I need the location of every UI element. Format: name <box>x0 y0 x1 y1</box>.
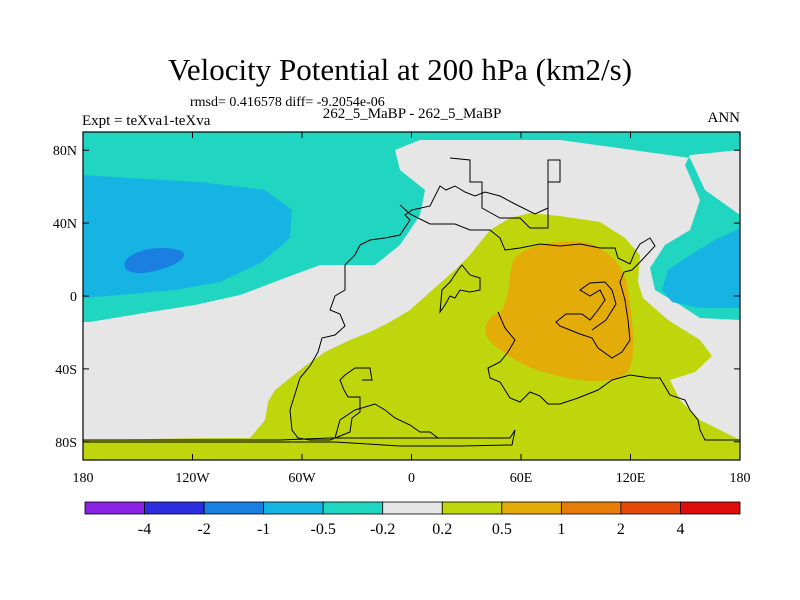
x-tick-label: 120E <box>616 471 646 486</box>
color-bar-level-label: -0.5 <box>311 521 336 538</box>
color-bar-level-label: 4 <box>676 521 684 538</box>
color-bar-bin <box>501 501 562 515</box>
coastline-africa-west <box>439 264 481 314</box>
coastline-africa-eurasia <box>399 204 656 359</box>
color-bar-level-label: -4 <box>138 521 151 538</box>
x-tick-label: 0 <box>408 471 415 486</box>
contour-region-neg-0.2 <box>83 132 740 322</box>
color-bar-level-label: 2 <box>617 521 625 538</box>
y-tick-label: 0 <box>70 290 77 305</box>
axes: 180 120W 60W 0 60E 120E 180 80N 40N 0 40S 80S <box>53 132 751 486</box>
coastlines <box>83 157 740 447</box>
experiment-label: Expt = teXva1-teXva <box>82 113 211 129</box>
coastline-antarctica <box>83 429 516 447</box>
color-bar-level-label: -1 <box>257 521 270 538</box>
color-bar-level-label: -2 <box>197 521 210 538</box>
stats-label: rmsd= 0.416578 diff= -9.2054e-06 <box>190 95 385 110</box>
color-bar-bin <box>560 501 622 515</box>
y-tick-label: 40S <box>55 363 77 378</box>
color-bar-bin <box>263 501 324 515</box>
season-label: ANN <box>707 110 741 126</box>
color-bar-level-label: 1 <box>557 521 565 538</box>
x-tick-label: 120W <box>175 471 210 486</box>
y-tick-label: 80S <box>55 436 77 451</box>
contour-region-neg-0.5-east <box>662 228 740 308</box>
color-bar-bin <box>144 501 205 515</box>
x-tick-label: 60W <box>288 471 316 486</box>
coastline-south-america <box>344 367 373 381</box>
contour-field <box>83 132 740 460</box>
color-bar-level-label: -0.2 <box>370 521 395 538</box>
color-bar-bin <box>203 501 265 515</box>
coastline-africa-south <box>487 311 740 441</box>
color-bar-bin <box>680 501 741 515</box>
color-bar-bin <box>441 501 503 515</box>
color-bar-bin <box>322 501 384 515</box>
x-tick-label: 60E <box>510 471 533 486</box>
contour-region-neutral-west <box>210 316 354 343</box>
color-bar-bin <box>84 501 145 515</box>
coastline-antarctic-peninsula <box>334 403 439 439</box>
color-bar-bin <box>382 501 443 515</box>
case-label: 262_5_MaBP - 262_5_MaBP <box>322 106 502 122</box>
x-tick-label: 180 <box>730 471 751 486</box>
color-bar-bin <box>620 501 681 515</box>
contour-region-neg-1 <box>124 247 184 274</box>
y-tick-label: 80N <box>53 144 77 159</box>
y-tick-label: 40N <box>53 217 77 232</box>
x-tick-label: 180 <box>73 471 94 486</box>
color-bar-level-label: 0.2 <box>432 521 452 538</box>
color-bar-level-label: 0.5 <box>492 521 512 538</box>
color-bar: -4 -2 -1 -0.5 -0.2 0.2 0.5 1 2 4 <box>84 501 741 538</box>
chart-title: Velocity Potential at 200 hPa (km2/s) <box>167 52 633 87</box>
